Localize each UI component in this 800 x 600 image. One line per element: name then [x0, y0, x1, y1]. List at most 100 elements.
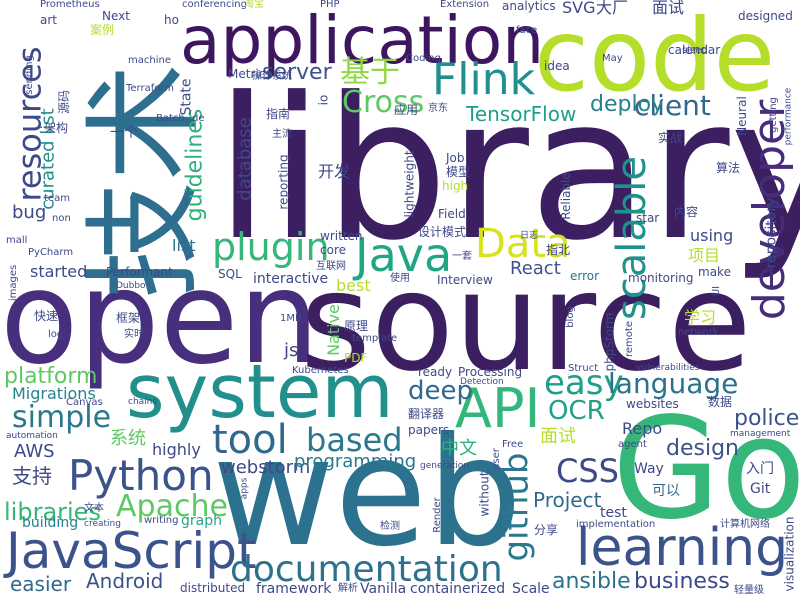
word-Batch: Batch: [156, 113, 185, 124]
word-blog: blog: [564, 306, 576, 328]
word-github: github: [496, 452, 537, 562]
word-code: code: [534, 0, 776, 114]
word-rizhi: 日志: [520, 231, 539, 241]
word-distributed: distributed: [180, 581, 246, 595]
word-Git: Git: [750, 481, 771, 497]
word-visualization: visualization: [782, 516, 797, 592]
word-TensorFlow: TensorFlow: [466, 102, 577, 126]
word-core: core: [320, 243, 346, 257]
word-Python: Python: [68, 451, 214, 500]
word-language: language: [608, 367, 739, 400]
word-shizhan: 实战: [658, 131, 683, 145]
word-tool: tool: [212, 417, 288, 463]
word-moxing: 模型: [446, 165, 471, 179]
word-Next: Next: [102, 9, 130, 23]
word-remote: remote: [623, 321, 635, 357]
word-conferencing: conferencing: [182, 0, 247, 10]
word-calendar: calendar: [668, 43, 721, 57]
word-Project: Project: [533, 488, 602, 512]
word-jiagou: 架构: [44, 121, 69, 135]
word-shejimoshi: 设计模式: [418, 225, 467, 239]
word-ready: ready: [418, 365, 453, 379]
word-analytics: analytics: [502, 0, 556, 13]
word-Reliable: Reliable: [558, 172, 573, 220]
word-Render: Render: [431, 497, 443, 533]
word-hulianwang: 互联网: [316, 261, 346, 272]
word-images: images: [8, 264, 20, 302]
word-fanyiqi: 翻译器: [408, 407, 445, 421]
word-log: log: [48, 329, 64, 340]
word-ansible: ansible: [552, 569, 631, 594]
word-high: high: [442, 179, 469, 193]
word-sending: sending: [23, 55, 35, 95]
word-business: business: [634, 569, 730, 594]
word-Cross: Cross: [342, 85, 425, 120]
word-database: database: [234, 117, 256, 201]
word-guidelines: guidelines: [182, 108, 208, 222]
word-Data: Data: [475, 221, 571, 267]
word-papers: papers: [408, 423, 450, 437]
word-PyCharm: PyCharm: [28, 247, 74, 258]
word-simple: simple: [12, 400, 112, 435]
word-monitoring: monitoring: [628, 271, 694, 285]
word-performance: performance: [783, 87, 794, 146]
word-websites: websites: [626, 397, 679, 411]
word-star: star: [636, 211, 660, 225]
word-Scale: Scale: [512, 581, 550, 597]
word-Performant: Performant: [106, 265, 173, 279]
word-yige: 一个: [110, 125, 138, 141]
word-PHP: PHP: [320, 0, 340, 10]
word-Metrics: Metrics: [228, 67, 272, 81]
word-keyi: 可以: [652, 483, 680, 499]
word-Dubbo: Dubbo: [116, 281, 146, 291]
word-io: io: [316, 94, 331, 106]
word-jisuanjiwangluo: 计算机网络: [720, 519, 770, 530]
word-team: team: [44, 193, 70, 204]
word-yitao: 一套: [452, 251, 472, 262]
word-mall: mall: [6, 235, 28, 246]
word-JavaScript: JavaScript: [6, 522, 257, 580]
word-zhongwen: 中文: [441, 438, 477, 459]
word-Neural: Neural: [734, 96, 749, 136]
word-jiance: 检测: [380, 521, 400, 532]
word-template: template: [352, 333, 398, 344]
word-repository: repository: [763, 197, 780, 269]
word-building: building: [22, 515, 79, 531]
word-Free: Free: [502, 439, 524, 450]
word-face: face: [516, 25, 538, 36]
word-automation: automation: [6, 431, 58, 441]
word-rumen: 入门: [746, 461, 774, 477]
word-caozuoxitong: 操作系统: [252, 71, 292, 82]
word-neirong: 内容: [674, 205, 699, 219]
word-best: best: [336, 276, 371, 295]
word-phpStorm: phpStorm: [602, 312, 617, 372]
word-Interview: Interview: [437, 273, 493, 287]
word-SQL: SQL: [218, 267, 242, 281]
word-Struct: Struct: [568, 363, 599, 374]
word-user: user: [490, 448, 502, 470]
word-scalable: scalable: [609, 155, 656, 321]
word-easy: easy: [544, 363, 624, 403]
word-reporting: reporting: [276, 154, 291, 210]
word-Kubernetes: Kubernetes: [292, 365, 349, 376]
word-writing: writing: [144, 515, 179, 526]
word-de: de: [192, 113, 205, 124]
word-bug: bug: [12, 202, 47, 223]
word-error: error: [570, 269, 600, 283]
word-design: design: [666, 436, 739, 461]
word-kuaisu: 快速: [34, 309, 59, 323]
word-Repo: Repo: [622, 419, 663, 438]
word-make: make: [698, 265, 731, 279]
word-client: client: [634, 89, 711, 122]
word-shiyong: 使用: [390, 273, 410, 284]
word-implementation: implementation: [576, 519, 656, 530]
word-kuangjia: 框架: [116, 311, 141, 325]
word-using: using: [690, 226, 734, 245]
word-Native: Native: [323, 304, 343, 356]
word-Canvas: Canvas: [66, 397, 103, 408]
word-suanfa: 算法: [716, 161, 741, 175]
word-deploy: deploy: [590, 92, 665, 117]
word-application: application: [180, 2, 545, 79]
word-framework: framework: [256, 581, 332, 597]
